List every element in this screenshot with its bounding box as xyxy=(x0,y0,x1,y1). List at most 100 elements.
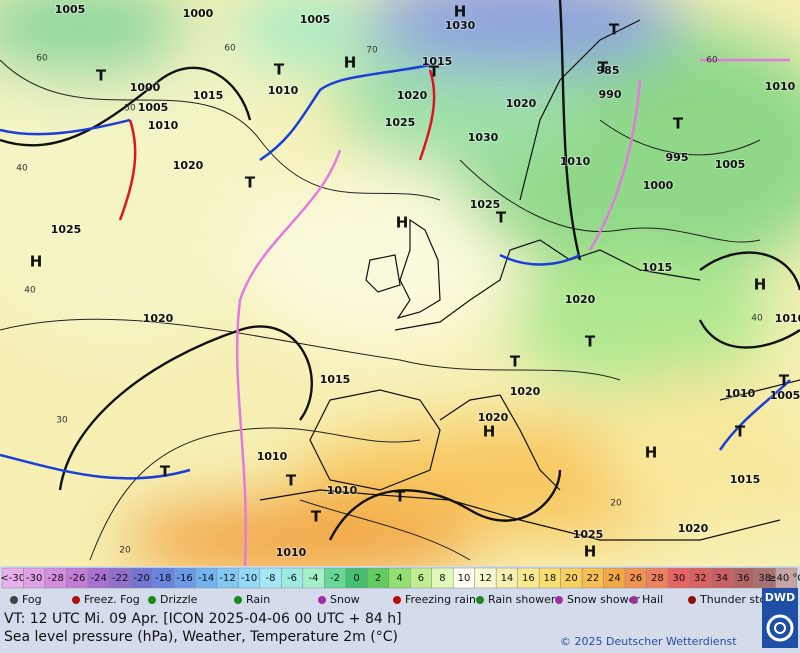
colorbar-label: -14 xyxy=(198,573,214,584)
temperature-contour-label: 50 xyxy=(124,104,136,114)
colorbar-label: 18 xyxy=(544,573,557,584)
isobar-label: 1000 xyxy=(130,81,161,94)
high-pressure-marker: H xyxy=(645,444,658,462)
isobar-label: 1000 xyxy=(183,7,214,20)
legend-icon xyxy=(318,596,326,604)
high-pressure-marker: H xyxy=(344,54,357,72)
isobar-label: 1030 xyxy=(445,19,476,32)
legend-label: Rain shower xyxy=(488,593,556,606)
isobar-label: 1020 xyxy=(510,385,541,398)
dwd-logo: DWD xyxy=(762,588,798,648)
colorbar-label: 34 xyxy=(715,573,728,584)
temperature-contour-label: 40 xyxy=(751,314,763,324)
isobar-label: 1005 xyxy=(300,13,331,26)
legend-icon xyxy=(630,596,638,604)
colorbar-label: -28 xyxy=(48,573,64,584)
low-pressure-marker: T xyxy=(585,333,596,351)
colorbar-label: -12 xyxy=(219,573,235,584)
temperature-contour-label: 30 xyxy=(56,416,68,426)
colorbar-label: -22 xyxy=(112,573,128,584)
temperature-contour-label: 20 xyxy=(610,499,622,509)
isobar-label: 1020 xyxy=(478,411,509,424)
colorbar-label: 22 xyxy=(587,573,600,584)
colorbar-label: 0 xyxy=(353,573,359,584)
low-pressure-marker: T xyxy=(311,508,322,526)
colorbar-label: -30 xyxy=(26,573,42,584)
temperature-contour-label: 60 xyxy=(224,44,236,54)
colorbar-label: 16 xyxy=(522,573,535,584)
low-pressure-marker: T xyxy=(245,174,256,192)
isobar-label: 1015 xyxy=(642,261,673,274)
isobar-label: 1010 xyxy=(765,80,796,93)
isobar-label: 1025 xyxy=(51,223,82,236)
isobar-label: 1005 xyxy=(138,101,169,114)
isobar-label: 1015 xyxy=(320,373,351,386)
isobar-label: 1010 xyxy=(327,484,358,497)
colorbar-label: 30 xyxy=(672,573,685,584)
isobar-label: 1015 xyxy=(730,473,761,486)
low-pressure-marker: T xyxy=(673,115,684,133)
colorbar-label: 26 xyxy=(629,573,642,584)
isobar-label: 1015 xyxy=(193,89,224,102)
isobar-label: 1000 xyxy=(643,179,674,192)
high-pressure-marker: H xyxy=(483,423,496,441)
isobar-label: 1010 xyxy=(775,312,800,325)
isobar-label: 1025 xyxy=(385,116,416,129)
colorbar-label: 38 xyxy=(758,573,771,584)
high-pressure-marker: H xyxy=(454,3,467,21)
low-pressure-marker: T xyxy=(598,59,609,77)
colorbar-label: 36 xyxy=(737,573,750,584)
colorbar-label: 6 xyxy=(418,573,424,584)
colorbar-label: -24 xyxy=(91,573,107,584)
colorbar-label: -10 xyxy=(241,573,257,584)
isobar-label: 1010 xyxy=(725,387,756,400)
isobar-label: 1010 xyxy=(148,119,179,132)
legend-label: Drizzle xyxy=(160,593,198,606)
isobar-label: 1020 xyxy=(506,97,537,110)
high-pressure-marker: H xyxy=(754,276,767,294)
isobar-label: 1010 xyxy=(268,84,299,97)
isobar-label: 1025 xyxy=(470,198,501,211)
colorbar-label: 10 xyxy=(458,573,471,584)
low-pressure-marker: T xyxy=(395,488,406,506)
isobar-label: 1025 xyxy=(573,528,604,541)
isobar-label: 1010 xyxy=(257,450,288,463)
copyright: © 2025 Deutscher Wetterdienst xyxy=(560,635,737,648)
low-pressure-marker: T xyxy=(429,63,440,81)
low-pressure-marker: T xyxy=(160,463,171,481)
colorbar-label: ≥40 °C xyxy=(768,573,800,584)
temperature-contour-label: 60 xyxy=(706,56,718,66)
temperature-contour-label: 40 xyxy=(24,286,36,296)
isobar-label: 1005 xyxy=(55,3,86,16)
isobar-label: 1005 xyxy=(770,389,800,402)
legend-label: Snow shower xyxy=(567,593,640,606)
valid-time: VT: 12 UTC Mi. 09 Apr. [ICON 2025-04-06 … xyxy=(4,611,402,627)
map: 1005 1000 1005 1030 1000 1005 1010 1015 1010 1015… xyxy=(0,0,800,566)
isobar-label: 1020 xyxy=(565,293,596,306)
isobar-label: 990 xyxy=(599,88,622,101)
isobar-label: 1020 xyxy=(397,89,428,102)
colorbar-label: 24 xyxy=(608,573,621,584)
isobar-label: 1030 xyxy=(468,131,499,144)
colorbar-label: -18 xyxy=(155,573,171,584)
temperature-contour-label: 40 xyxy=(16,164,28,174)
legend-icon xyxy=(555,596,563,604)
colorbar-label: 28 xyxy=(651,573,664,584)
low-pressure-marker: T xyxy=(274,61,285,79)
temperature-contour-label: 70 xyxy=(366,46,378,56)
colorbar-label: -8 xyxy=(266,573,276,584)
colorbar-label: -2 xyxy=(330,573,340,584)
high-pressure-marker: H xyxy=(584,543,597,561)
isobar-label: 1015 xyxy=(422,55,453,68)
colorbar-label: -6 xyxy=(287,573,297,584)
colorbar-label: -26 xyxy=(69,573,85,584)
legend-label: Rain xyxy=(246,593,270,606)
high-pressure-marker: H xyxy=(396,214,409,232)
low-pressure-marker: T xyxy=(735,423,746,441)
legend-icon xyxy=(393,596,401,604)
low-pressure-marker: T xyxy=(96,67,107,85)
isobar-label: 1010 xyxy=(276,546,307,559)
legend-label: Snow xyxy=(330,593,360,606)
colorbar-label: <-30 xyxy=(0,573,25,584)
isobar-label: 1010 xyxy=(560,155,591,168)
